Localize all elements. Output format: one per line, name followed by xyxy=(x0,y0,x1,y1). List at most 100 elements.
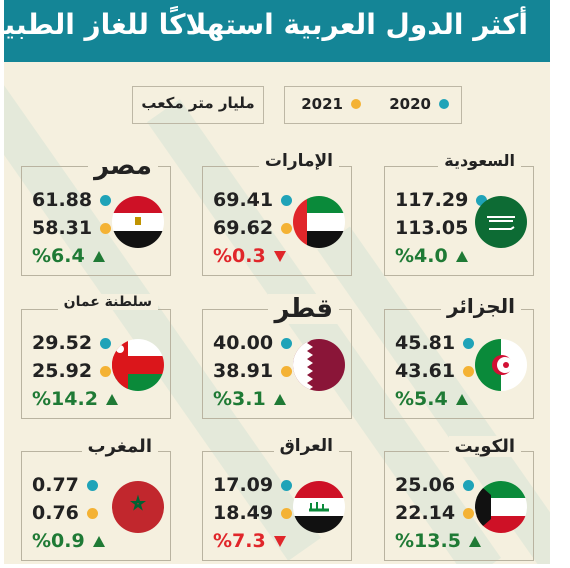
page-title: أكثر الدول العربية استهلاكًا للغاز الطبي… xyxy=(4,8,528,41)
legend-item-2020: 2020 xyxy=(389,95,449,113)
country-name: العراق xyxy=(273,436,339,456)
legend-label-2021: 2021 xyxy=(301,95,343,113)
value-2021: 113.05 xyxy=(395,217,469,239)
header-bar: أكثر الدول العربية استهلاكًا للغاز الطبي… xyxy=(4,0,550,62)
value-2021-row: 69.62 xyxy=(213,217,293,239)
dot-2021-icon xyxy=(281,365,293,377)
value-2021: 25.92 xyxy=(32,360,93,382)
value-2020: 0.77 xyxy=(32,474,79,496)
country-card: الكويت 25.06 22.14 %13.5 xyxy=(384,436,534,561)
country-card: سلطنة عمان 29.52 25.92 %14.2 xyxy=(21,294,171,419)
value-2020-row: 17.09 xyxy=(213,474,293,496)
arrow-up-icon xyxy=(455,250,468,262)
value-2020-row: 29.52 xyxy=(32,332,112,354)
country-name: الإمارات xyxy=(258,151,339,171)
kuwait-flag-icon xyxy=(475,481,527,533)
country-name: قطر xyxy=(268,294,339,324)
dot-2021-icon xyxy=(281,222,293,234)
dot-2020-icon xyxy=(463,337,475,349)
dot-2020-icon xyxy=(463,479,475,491)
dot-2021-icon xyxy=(86,507,98,519)
change-row: %6.4 xyxy=(32,245,105,267)
dot-2020-icon xyxy=(100,194,112,206)
country-card: الجزائر 45.81 43.61 %5.4 xyxy=(384,294,534,419)
arrow-down-icon xyxy=(273,250,286,262)
value-2020-row: 117.29 xyxy=(395,189,488,211)
value-2021-row: 43.61 xyxy=(395,360,475,382)
unit-box: مليار متر مكعب xyxy=(132,86,264,124)
value-2021-row: 0.76 xyxy=(32,502,98,524)
saudi-flag-icon xyxy=(475,196,527,248)
change-row: %4.0 xyxy=(395,245,468,267)
value-2021-row: 25.92 xyxy=(32,360,112,382)
dot-2021-icon xyxy=(463,507,475,519)
value-2021: 0.76 xyxy=(32,502,79,524)
unit-label: مليار متر مكعب xyxy=(141,94,255,112)
country-card: الإمارات 69.41 69.62 %0.3 xyxy=(202,151,352,276)
iraq-flag-icon xyxy=(293,481,345,533)
change-row: %13.5 xyxy=(395,530,481,552)
country-name: المغرب xyxy=(81,436,158,457)
arrow-up-icon xyxy=(468,535,481,547)
country-name: الكويت xyxy=(448,436,521,457)
uae-flag-icon xyxy=(293,196,345,248)
dot-2020-icon xyxy=(281,194,293,206)
arrow-down-icon xyxy=(273,535,286,547)
change-value: %7.3 xyxy=(213,530,266,552)
change-value: %5.4 xyxy=(395,388,448,410)
value-2020: 40.00 xyxy=(213,332,274,354)
value-2020-row: 40.00 xyxy=(213,332,293,354)
value-2020: 29.52 xyxy=(32,332,93,354)
country-card: المغرب 0.77 0.76 %0.9 xyxy=(21,436,171,561)
value-2020: 61.88 xyxy=(32,189,93,211)
value-2020: 17.09 xyxy=(213,474,274,496)
dot-2020-icon xyxy=(100,337,112,349)
morocco-flag-icon xyxy=(112,481,164,533)
country-name: مصر xyxy=(88,151,158,181)
value-2021-row: 113.05 xyxy=(395,217,488,239)
value-2020-row: 61.88 xyxy=(32,189,112,211)
dot-2021-icon xyxy=(463,365,475,377)
country-card: العراق 17.09 18.49 %7.3 xyxy=(202,436,352,561)
arrow-up-icon xyxy=(273,393,286,405)
value-2021-row: 18.49 xyxy=(213,502,293,524)
legend-label-2020: 2020 xyxy=(389,95,431,113)
legend: 2020 2021 xyxy=(284,86,462,124)
arrow-up-icon xyxy=(455,393,468,405)
arrow-up-icon xyxy=(105,393,118,405)
dot-2020-icon xyxy=(86,479,98,491)
legend-item-2021: 2021 xyxy=(301,95,361,113)
dot-2021-icon xyxy=(281,507,293,519)
dot-2021-icon xyxy=(100,365,112,377)
change-row: %5.4 xyxy=(395,388,468,410)
country-name: الجزائر xyxy=(440,294,521,318)
value-2021: 22.14 xyxy=(395,502,456,524)
value-2020-row: 69.41 xyxy=(213,189,293,211)
change-row: %7.3 xyxy=(213,530,286,552)
value-2021-row: 58.31 xyxy=(32,217,112,239)
country-card: مصر 61.88 58.31 %6.4 xyxy=(21,151,171,276)
change-value: %13.5 xyxy=(395,530,461,552)
arrow-up-icon xyxy=(92,535,105,547)
country-name: سلطنة عمان xyxy=(57,294,158,310)
value-2020-row: 0.77 xyxy=(32,474,98,496)
value-2020: 25.06 xyxy=(395,474,456,496)
value-2020-row: 45.81 xyxy=(395,332,475,354)
value-2021-row: 22.14 xyxy=(395,502,475,524)
dot-2020-icon xyxy=(281,479,293,491)
country-card: قطر 40.00 38.91 %3.1 xyxy=(202,294,352,419)
change-value: %14.2 xyxy=(32,388,98,410)
value-2020: 45.81 xyxy=(395,332,456,354)
change-value: %4.0 xyxy=(395,245,448,267)
value-2021: 69.62 xyxy=(213,217,274,239)
change-value: %0.3 xyxy=(213,245,266,267)
change-value: %3.1 xyxy=(213,388,266,410)
country-card: السعودية 117.29 113.05 %4.0 xyxy=(384,151,534,276)
dot-2021-icon xyxy=(100,222,112,234)
change-value: %0.9 xyxy=(32,530,85,552)
change-row: %3.1 xyxy=(213,388,286,410)
value-2021: 18.49 xyxy=(213,502,274,524)
egypt-flag-icon xyxy=(112,196,164,248)
value-2021: 38.91 xyxy=(213,360,274,382)
value-2021: 43.61 xyxy=(395,360,456,382)
